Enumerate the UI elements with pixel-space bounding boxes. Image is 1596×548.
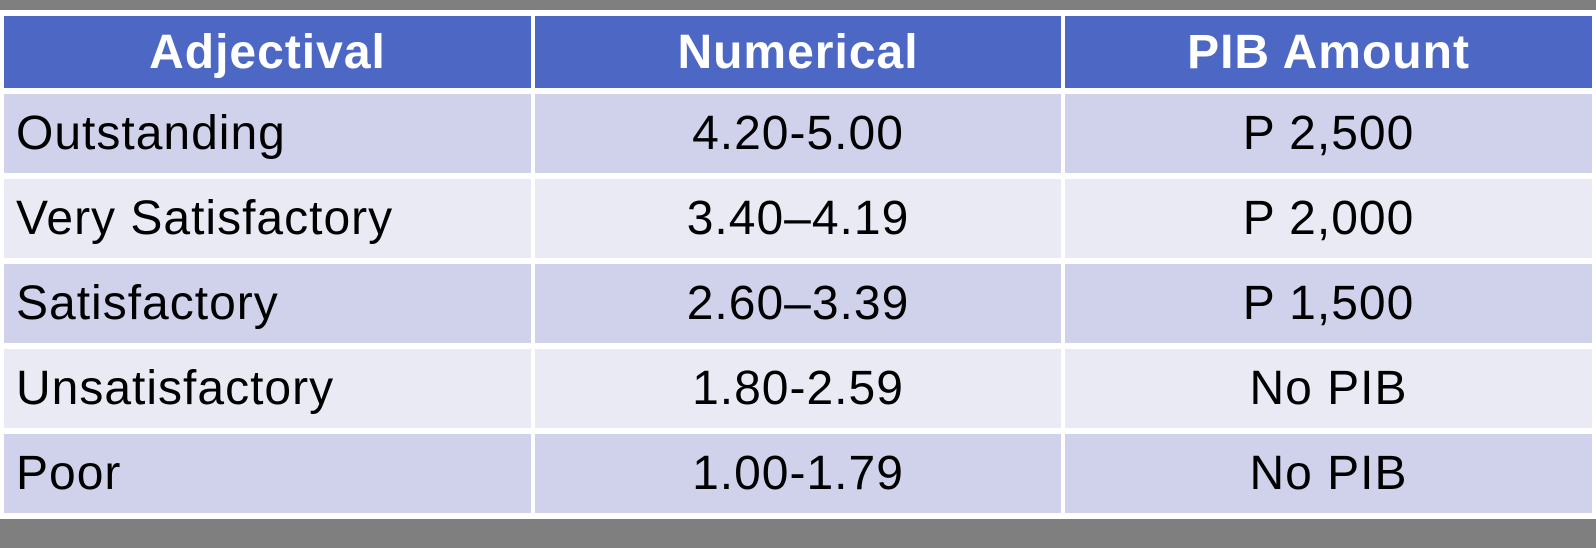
header-pib-amount: PIB Amount <box>1065 16 1592 88</box>
cell-pib-amount: P 1,500 <box>1065 264 1592 343</box>
cell-pib-amount: P 2,500 <box>1065 94 1592 173</box>
cell-adjectival: Outstanding <box>4 94 531 173</box>
table-header-row: Adjectival Numerical PIB Amount <box>4 16 1592 88</box>
table-row-outstanding: Outstanding 4.20-5.00 P 2,500 <box>4 94 1592 173</box>
cell-adjectival: Unsatisfactory <box>4 349 531 428</box>
table-row-satisfactory: Satisfactory 2.60–3.39 P 1,500 <box>4 264 1592 343</box>
cell-numerical: 1.80-2.59 <box>535 349 1061 428</box>
cell-adjectival: Poor <box>4 434 531 513</box>
rating-table: Adjectival Numerical PIB Amount Outstand… <box>0 10 1596 519</box>
table-row-very-satisfactory: Very Satisfactory 3.40–4.19 P 2,000 <box>4 179 1592 258</box>
cell-adjectival: Very Satisfactory <box>4 179 531 258</box>
cell-pib-amount: No PIB <box>1065 434 1592 513</box>
cell-pib-amount: No PIB <box>1065 349 1592 428</box>
header-numerical: Numerical <box>535 16 1061 88</box>
rating-table-wrap: Adjectival Numerical PIB Amount Outstand… <box>0 10 1596 519</box>
header-adjectival: Adjectival <box>4 16 531 88</box>
cell-numerical: 4.20-5.00 <box>535 94 1061 173</box>
table-row-unsatisfactory: Unsatisfactory 1.80-2.59 No PIB <box>4 349 1592 428</box>
cell-adjectival: Satisfactory <box>4 264 531 343</box>
cell-pib-amount: P 2,000 <box>1065 179 1592 258</box>
cell-numerical: 3.40–4.19 <box>535 179 1061 258</box>
table-row-poor: Poor 1.00-1.79 No PIB <box>4 434 1592 513</box>
cell-numerical: 2.60–3.39 <box>535 264 1061 343</box>
cell-numerical: 1.00-1.79 <box>535 434 1061 513</box>
